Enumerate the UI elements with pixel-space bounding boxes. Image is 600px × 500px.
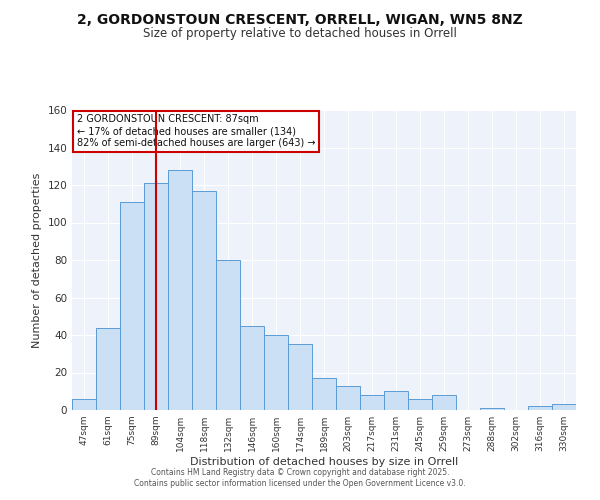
Y-axis label: Number of detached properties: Number of detached properties [32, 172, 42, 348]
Bar [552, 404, 576, 410]
Bar [408, 399, 432, 410]
Bar [120, 202, 144, 410]
Text: 2, GORDONSTOUN CRESCENT, ORRELL, WIGAN, WN5 8NZ: 2, GORDONSTOUN CRESCENT, ORRELL, WIGAN, … [77, 12, 523, 26]
Bar [264, 335, 288, 410]
Text: 2 GORDONSTOUN CRESCENT: 87sqm
← 17% of detached houses are smaller (134)
82% of : 2 GORDONSTOUN CRESCENT: 87sqm ← 17% of d… [77, 114, 316, 148]
Bar [240, 326, 264, 410]
Bar [480, 408, 504, 410]
Bar [72, 399, 96, 410]
Bar [192, 190, 216, 410]
X-axis label: Distribution of detached houses by size in Orrell: Distribution of detached houses by size … [190, 457, 458, 467]
Bar [528, 406, 552, 410]
Bar [144, 183, 168, 410]
Text: Size of property relative to detached houses in Orrell: Size of property relative to detached ho… [143, 28, 457, 40]
Text: Contains HM Land Registry data © Crown copyright and database right 2025.
Contai: Contains HM Land Registry data © Crown c… [134, 468, 466, 487]
Bar [216, 260, 240, 410]
Bar [336, 386, 360, 410]
Bar [432, 395, 456, 410]
Bar [312, 378, 336, 410]
Bar [288, 344, 312, 410]
Bar [96, 328, 120, 410]
Bar [168, 170, 192, 410]
Bar [360, 395, 384, 410]
Bar [384, 391, 408, 410]
